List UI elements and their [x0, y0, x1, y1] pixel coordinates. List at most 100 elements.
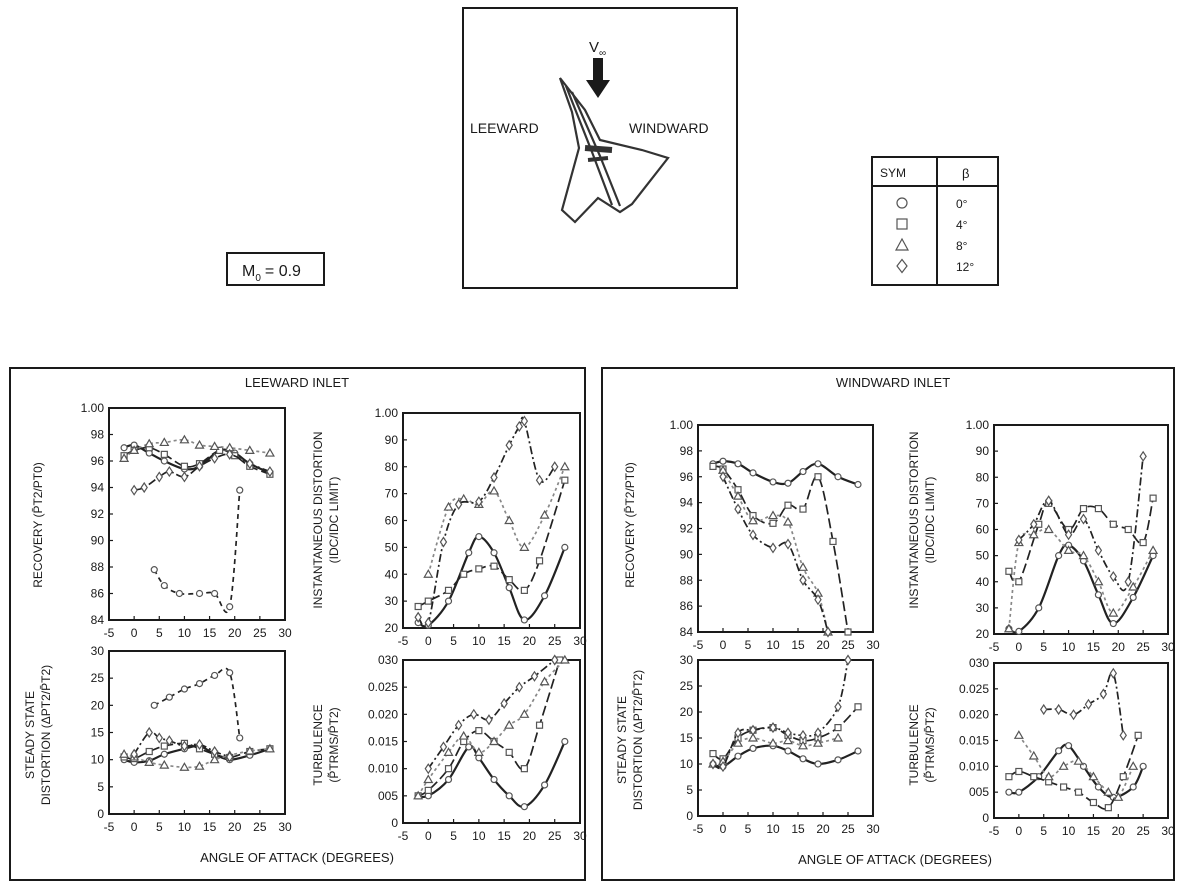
data-point [444, 597, 453, 605]
series [709, 462, 852, 636]
y-tick-label: 20 [680, 705, 694, 719]
data-point [179, 434, 190, 444]
data-point [1058, 761, 1069, 770]
data-point [784, 727, 792, 739]
y-tick-label: 0.025 [368, 680, 398, 694]
data-point [709, 758, 717, 770]
data-point [814, 727, 822, 739]
data-point [1119, 773, 1127, 781]
data-point [180, 462, 189, 470]
data-point [1109, 619, 1117, 628]
data-point [160, 750, 168, 758]
data-point [195, 460, 204, 472]
windward-label: WINDWARD [629, 120, 709, 136]
data-point [1124, 576, 1132, 588]
y-tick-label: 60 [976, 523, 990, 537]
y-tick-label: 50 [385, 540, 399, 554]
data-point [210, 745, 219, 758]
windward-turb-ylabel-2: (P̃TRMS/P̄T2) [922, 707, 937, 782]
data-point [540, 592, 549, 600]
y-tick-label: 10 [680, 757, 694, 771]
x-tick-label: 5 [1040, 824, 1047, 838]
y-tick-label: 92 [680, 522, 694, 536]
series-line [123, 438, 271, 460]
series [709, 654, 852, 773]
data-point [844, 628, 852, 636]
series [150, 667, 244, 742]
data-point [165, 466, 174, 478]
data-point [160, 457, 168, 465]
x-tick-label: 5 [745, 822, 752, 836]
data-point [120, 444, 128, 452]
data-point [423, 774, 434, 784]
data-point [119, 453, 130, 462]
data-point [854, 747, 862, 755]
data-point [1113, 792, 1124, 801]
data-point [834, 756, 842, 764]
data-point [814, 473, 822, 481]
data-point [225, 448, 234, 460]
data-point [145, 726, 153, 739]
data-point [194, 760, 205, 770]
x-tick-label: 10 [178, 626, 192, 640]
data-point [1005, 788, 1013, 796]
data-point [473, 747, 484, 756]
data-point [488, 485, 500, 495]
data-point [732, 737, 744, 747]
series-line [1043, 671, 1125, 736]
data-point [709, 462, 717, 470]
data-point [1139, 450, 1147, 462]
series [717, 465, 834, 636]
legend-square-icon [896, 218, 908, 230]
data-point [1109, 520, 1117, 528]
data-point [832, 732, 844, 742]
data-point [246, 458, 254, 470]
data-point [225, 751, 234, 763]
series [1005, 494, 1157, 586]
series-line [417, 479, 566, 608]
data-point [439, 536, 448, 548]
data-point [799, 467, 807, 476]
data-point [195, 679, 204, 688]
data-point [834, 701, 842, 713]
x-tick-label: 25 [253, 626, 267, 640]
data-point [160, 581, 168, 590]
windward-inst-ylabel-2: (IDC/IDC LIMIT) [923, 477, 937, 564]
data-point [1129, 593, 1137, 602]
y-tick-label: 20 [976, 627, 990, 641]
data-point [1093, 576, 1104, 586]
y-tick-label: 30 [976, 601, 990, 615]
series-line [153, 667, 241, 739]
series-line [712, 460, 859, 486]
data-point [799, 755, 807, 763]
plot-7: -5 0 5 10 15 20 25 30 1.00 90 80 70 60 50 40 30 20 [966, 418, 1175, 654]
data-point [505, 748, 513, 756]
data-point [709, 749, 717, 758]
data-point [216, 446, 224, 454]
data-point [1013, 730, 1024, 739]
data-point [1059, 783, 1068, 791]
y-tick-label: 70 [976, 496, 990, 510]
data-point [749, 744, 757, 753]
series-line [1008, 735, 1139, 810]
x-tick-label: 5 [745, 638, 752, 652]
series [414, 737, 569, 811]
data-point [211, 671, 219, 680]
series [130, 726, 234, 763]
leeward-inst-ylabel-1: INSTANTANEOUS DISTORTION [311, 431, 325, 608]
series-line [1008, 743, 1145, 799]
data-point [769, 722, 777, 734]
data-point [824, 626, 832, 638]
data-point [1134, 731, 1142, 739]
data-point [488, 736, 500, 746]
data-point [505, 792, 513, 800]
data-point [799, 574, 807, 586]
x-tick-label: -5 [104, 820, 115, 834]
data-point [1005, 567, 1013, 575]
svg-text:M0= 0.9: M0 = 0.9 [242, 263, 301, 284]
series-line [123, 747, 271, 769]
x-tick-label: -5 [693, 638, 704, 652]
data-point [443, 501, 454, 511]
data-point [424, 617, 433, 629]
data-point [444, 586, 453, 594]
